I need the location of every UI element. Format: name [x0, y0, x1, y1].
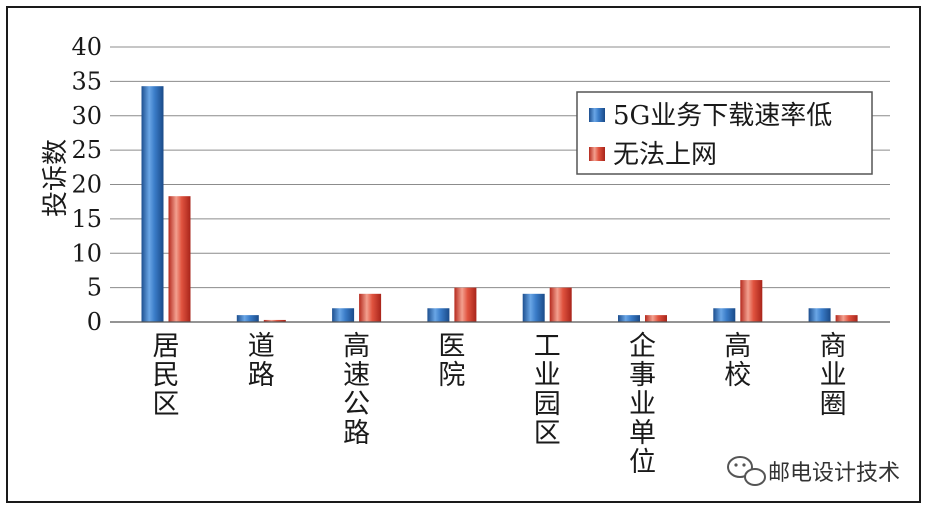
bar-series-2 — [168, 196, 191, 322]
bar-series-1 — [522, 293, 545, 322]
x-category-label: 企事业单位 — [629, 331, 656, 478]
x-category-label: 高校 — [724, 331, 751, 391]
bar-series-1 — [236, 315, 259, 322]
y-tick-label: 5 — [87, 274, 102, 302]
legend: 5G业务下载速率低 无法上网 — [576, 91, 873, 175]
x-category-label: 居民区 — [153, 331, 180, 420]
legend-label-series-2: 无法上网 — [613, 140, 717, 170]
y-axis-ticks: 0 5 10 15 20 25 30 35 40 — [71, 33, 102, 336]
y-axis-label: 投诉数 — [41, 139, 71, 217]
bar-series-2 — [263, 319, 286, 322]
x-category-label: 工业园区 — [534, 331, 561, 449]
watermark: 邮电设计技术 — [727, 456, 900, 486]
y-tick-label: 10 — [71, 239, 102, 267]
x-category-label: 商业圈 — [820, 331, 847, 420]
bar-series-2 — [359, 293, 382, 322]
bar-series-2 — [835, 315, 858, 322]
x-axis-categories: 居民区 道路 高速公路 医院 工业园区 企事业单位 高校 商业圈 — [153, 331, 847, 478]
bar-series-2 — [740, 280, 763, 322]
bar-series-2 — [454, 287, 477, 322]
bar-series-1 — [427, 308, 450, 322]
bar-series-1 — [332, 308, 355, 322]
x-category-label: 道路 — [248, 331, 275, 391]
bar-series-1 — [618, 315, 640, 322]
y-tick-label: 0 — [87, 308, 102, 336]
wechat-icon — [727, 456, 766, 486]
bar-series-2 — [549, 287, 572, 322]
bar-series-1 — [808, 308, 831, 322]
x-category-label: 医院 — [438, 331, 465, 391]
y-tick-label: 15 — [71, 205, 102, 233]
legend-box — [576, 91, 873, 175]
legend-swatch-series-1 — [589, 108, 605, 122]
bar-series-2 — [645, 315, 667, 322]
bar-series-1 — [713, 308, 736, 322]
x-category-label: 高速公路 — [343, 331, 370, 449]
y-tick-label: 40 — [71, 33, 102, 61]
y-tick-label: 30 — [71, 102, 102, 130]
y-tick-label: 20 — [71, 171, 102, 199]
legend-label-series-1: 5G业务下载速率低 — [613, 101, 832, 131]
y-tick-label: 35 — [71, 67, 102, 95]
y-tick-label: 25 — [71, 136, 102, 164]
bar-series-1 — [141, 86, 164, 322]
legend-swatch-series-2 — [589, 147, 605, 161]
bars — [141, 86, 858, 322]
watermark-text: 邮电设计技术 — [768, 461, 900, 486]
